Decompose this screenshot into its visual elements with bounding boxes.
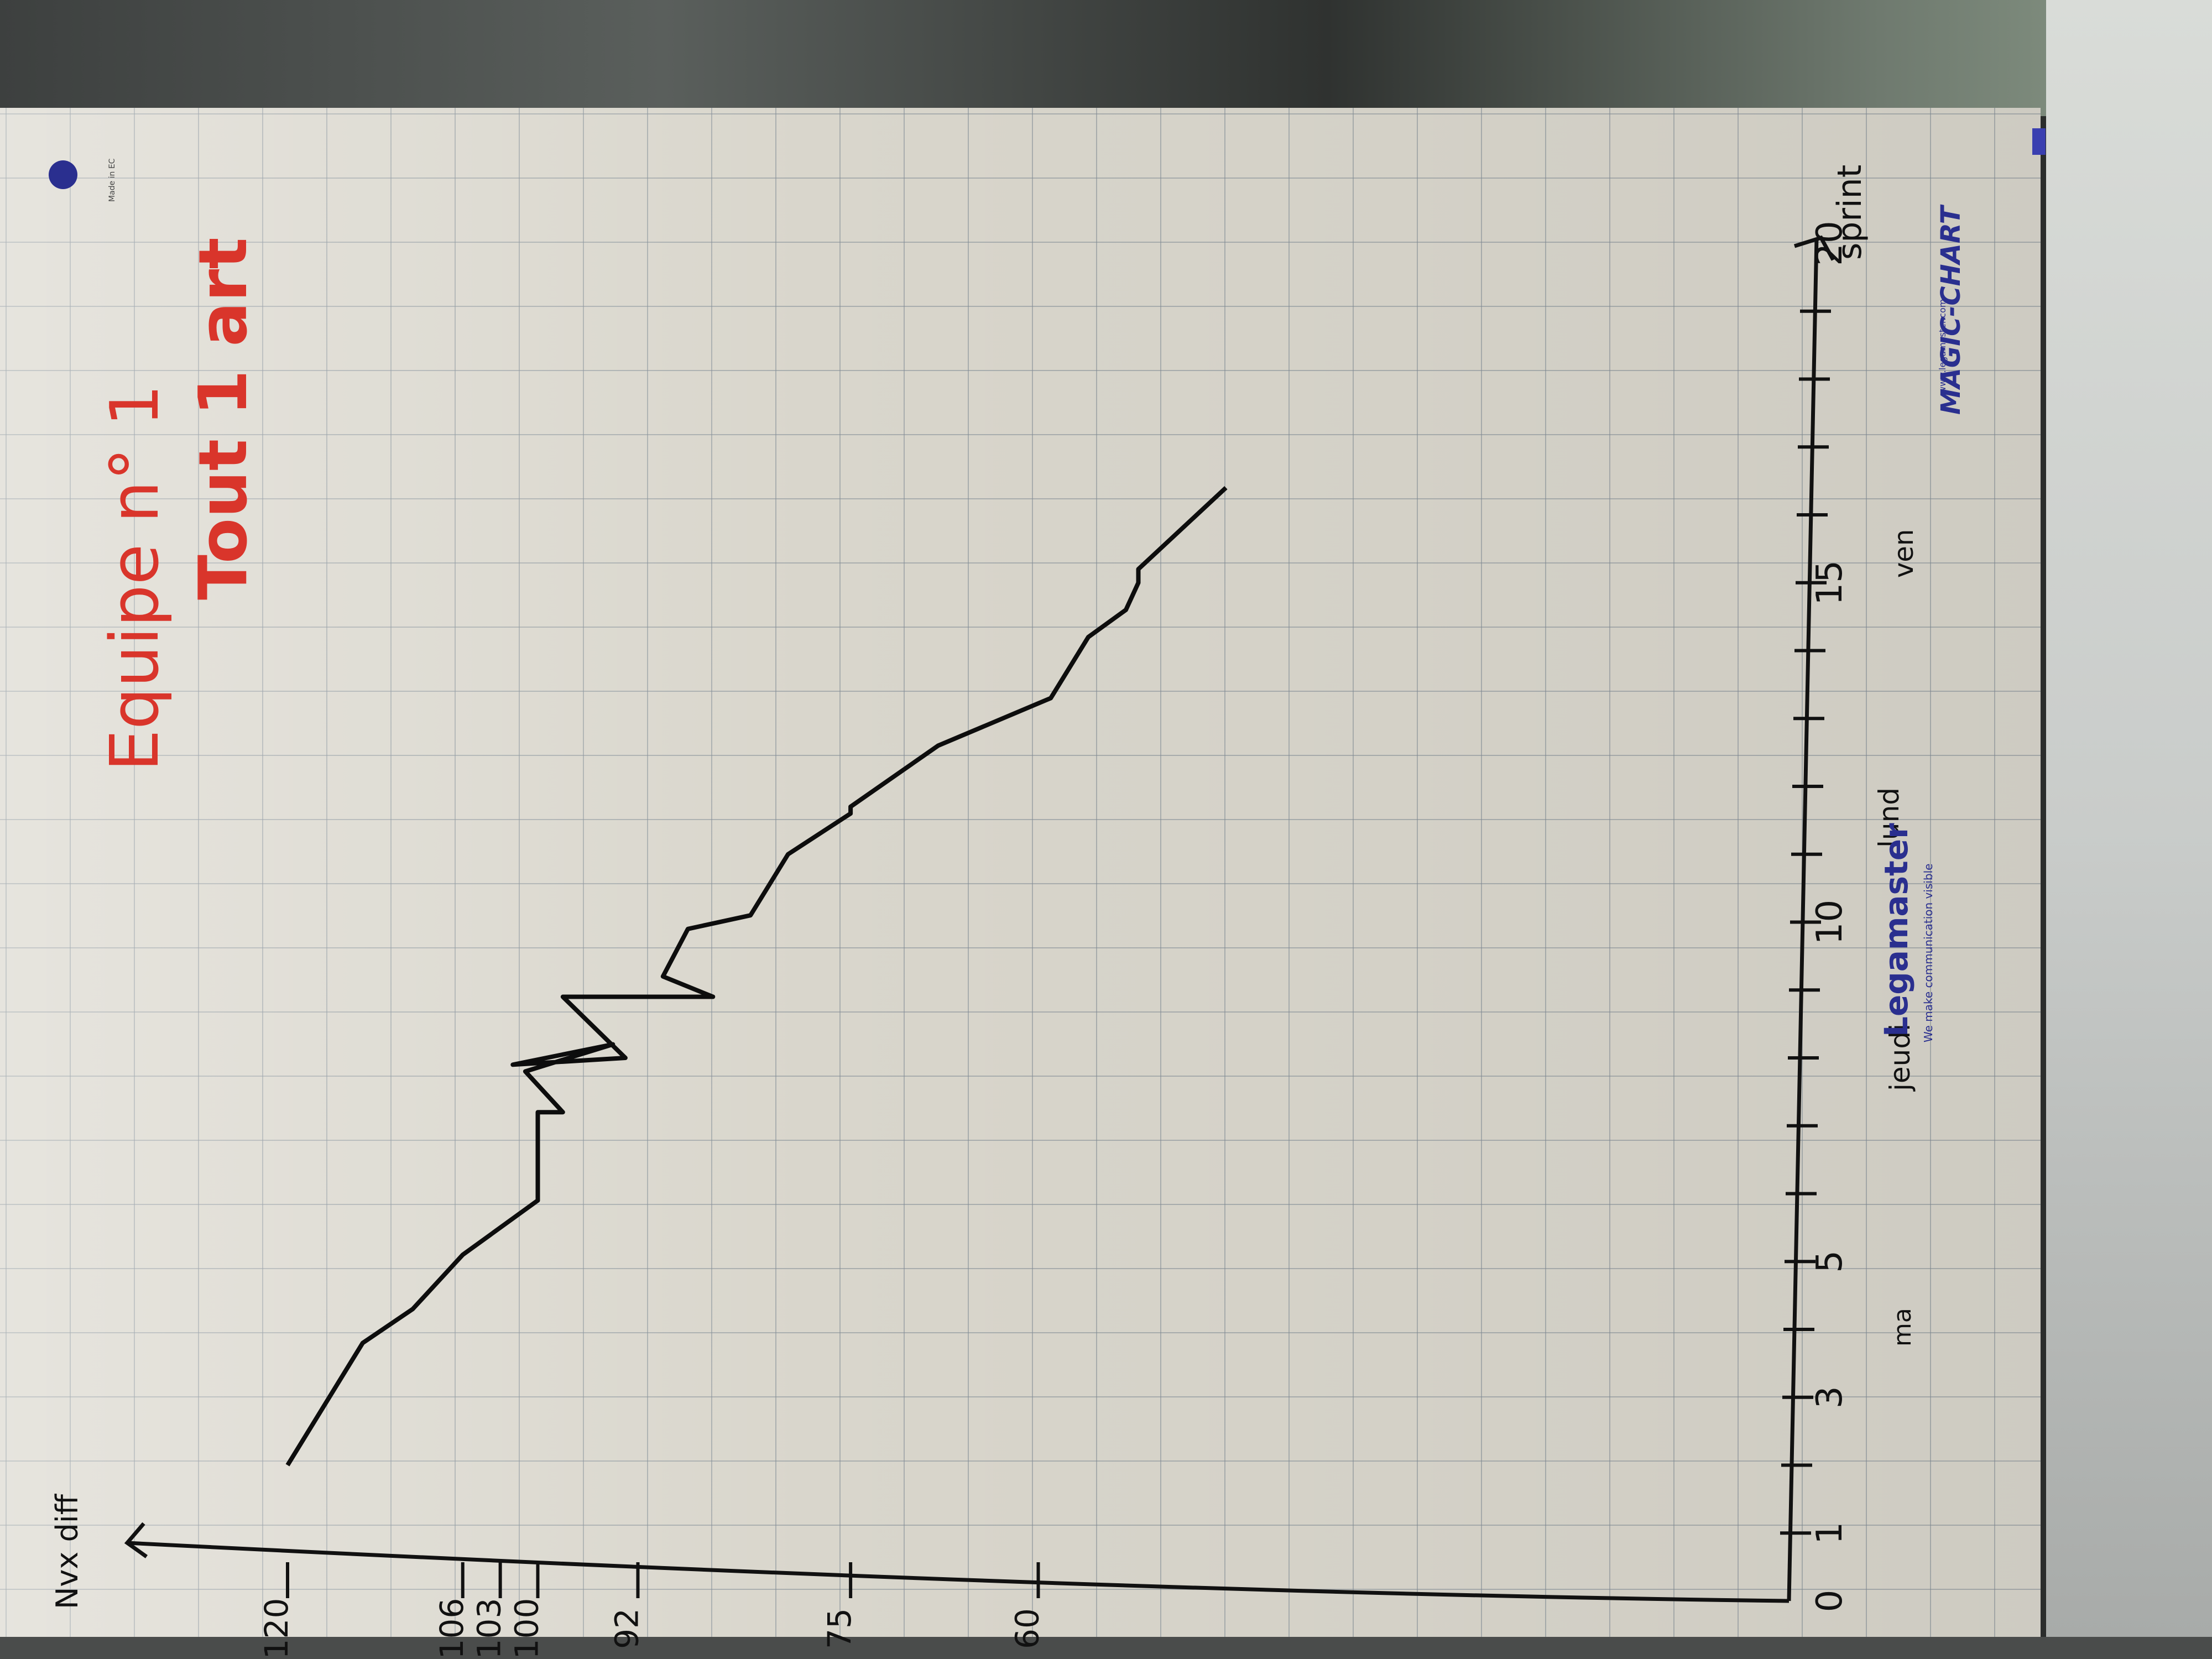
legamaster-logo: Legamaster: [1877, 823, 1915, 1037]
x-tick-label: 10: [1809, 900, 1850, 945]
y-axis-line: [127, 1541, 1790, 1603]
x-tick-label: 15: [1809, 560, 1850, 605]
x-tick-label: 3: [1809, 1386, 1850, 1408]
x-axis-label: sprint: [1830, 164, 1869, 260]
x-tick-label: 5: [1809, 1250, 1850, 1273]
y-tick-label: 100: [508, 1598, 546, 1659]
window-frame: [2046, 0, 2212, 1659]
y-tick-label: 92: [608, 1608, 646, 1649]
y-axis-arrow: [124, 1522, 148, 1558]
y-tick-label: 120: [258, 1598, 295, 1659]
x-axis-arrow: [1793, 235, 1835, 261]
x-axis-line: [1787, 237, 1819, 1601]
burndown-line: [285, 486, 1228, 1467]
magic-chart-url: www.legamaster.com: [1937, 299, 1948, 394]
y-tick-label: 60: [1009, 1608, 1046, 1649]
x-tick-label: 0: [1809, 1590, 1850, 1613]
corner-square-icon: [2032, 128, 2046, 155]
y-axis-label: Nvx diff: [50, 1494, 85, 1609]
y-tick-label: 106: [433, 1598, 471, 1659]
window-background: [0, 0, 2212, 116]
y-tick-label: 75: [821, 1608, 858, 1649]
legamaster-mark-icon: [49, 160, 77, 189]
window-sill: [0, 1637, 2212, 1659]
chart-title: Equipe n° 1: [97, 384, 174, 771]
y-tick-label: 103: [471, 1598, 508, 1659]
chart-subtitle: Tout 1 art: [185, 237, 262, 600]
made-in-label: Made in EC: [108, 158, 117, 202]
annotation-ma: ma: [1888, 1308, 1917, 1347]
x-tick-label: 20: [1809, 221, 1850, 265]
x-tick-label: 1: [1809, 1522, 1850, 1545]
annotation-ven: ven: [1888, 529, 1919, 578]
legamaster-tagline: We make communication visible: [1922, 863, 1935, 1043]
